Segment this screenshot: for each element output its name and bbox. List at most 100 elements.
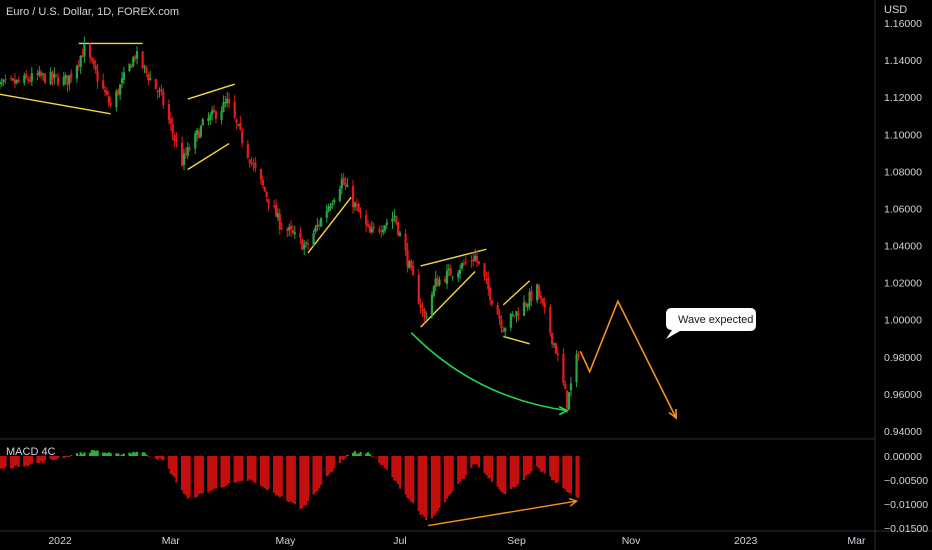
macd-bar	[383, 456, 387, 469]
price-tick-label: 1.16000	[884, 18, 922, 30]
candle-body	[94, 65, 97, 71]
macd-bar	[569, 456, 573, 494]
macd-bar	[338, 456, 341, 464]
macd-bar	[68, 456, 71, 458]
macd-bar	[173, 456, 176, 478]
candle-body	[406, 249, 409, 267]
macd-bar	[410, 456, 413, 503]
price-tick-label: 1.14000	[884, 55, 922, 67]
divergence-arc	[410, 332, 568, 412]
candle-body	[342, 177, 345, 185]
candle-body	[209, 114, 212, 120]
candle-body	[509, 313, 512, 328]
candle-body	[459, 269, 462, 274]
divergence-arc-arrowhead	[558, 405, 569, 416]
macd-bar	[430, 456, 434, 519]
candle-body	[562, 353, 565, 384]
macd-bar	[393, 456, 396, 481]
candle-body	[443, 279, 447, 283]
macd-bar	[239, 456, 242, 481]
candle-body	[549, 306, 552, 333]
candle-body	[4, 79, 7, 81]
macd-bar	[490, 456, 494, 482]
macd-bar	[196, 456, 199, 497]
candle-body	[171, 123, 174, 134]
macd-bar	[122, 453, 125, 456]
macd-bar	[156, 456, 159, 460]
macd-bar	[475, 456, 479, 465]
candle-body	[445, 270, 449, 284]
macd-bar	[327, 456, 330, 475]
indicator-title: MACD 4C	[6, 446, 56, 458]
candle-body	[49, 71, 52, 85]
macd-bar	[566, 456, 569, 493]
macd-bar	[274, 456, 278, 496]
candle-body	[145, 67, 148, 73]
candle-body	[395, 215, 398, 224]
macd-bar	[288, 456, 291, 502]
macd-bar	[447, 456, 450, 496]
macd-bar	[381, 456, 385, 466]
macd-bar	[419, 456, 422, 516]
macd-bar	[62, 456, 65, 459]
candle-body	[460, 262, 464, 269]
candle-body	[490, 300, 494, 305]
macd-bar	[539, 456, 542, 472]
candle-body	[128, 63, 131, 72]
macd-bar	[224, 456, 227, 487]
candle-body	[175, 139, 178, 142]
macd-bar	[443, 456, 447, 503]
macd-bar	[92, 450, 95, 456]
candle-body	[385, 222, 388, 225]
candle-body	[51, 71, 54, 80]
candle-body	[207, 118, 210, 121]
candle-body	[246, 143, 249, 158]
candle-body	[263, 186, 266, 192]
macd-bar	[301, 456, 304, 509]
macd-bar	[241, 456, 244, 481]
time-axis[interactable]: 2022 Mar May Jul Sep Nov 2023 Mar	[48, 535, 866, 547]
candle-body	[226, 98, 229, 104]
macd-bar	[329, 456, 332, 473]
candle-body	[40, 71, 43, 77]
macd-bar	[530, 456, 533, 472]
candle-body	[143, 65, 146, 67]
candle-body	[498, 315, 501, 320]
candle-body	[291, 230, 295, 233]
candle-body	[132, 57, 135, 67]
candle-body	[17, 79, 20, 82]
candle-body	[212, 109, 216, 113]
candle-body	[338, 189, 341, 201]
flag-lower	[420, 271, 476, 328]
macd-bar	[233, 456, 236, 483]
macd-bar	[541, 456, 544, 472]
candle-body	[425, 316, 428, 318]
macd-bar	[472, 456, 475, 465]
candle-body	[451, 276, 454, 278]
candle-body	[241, 130, 244, 144]
candle-body	[541, 297, 544, 304]
macd-bar	[477, 456, 480, 468]
macd-bar	[130, 453, 133, 456]
annotation-callout[interactable]: Wave expected	[666, 308, 756, 339]
candle-body	[397, 222, 400, 235]
macd-bar	[83, 452, 86, 456]
macd-bar	[49, 456, 52, 460]
macd-bar	[577, 456, 580, 499]
macd-bar	[304, 456, 308, 506]
macd-bar	[314, 456, 317, 493]
macd-bar	[120, 454, 124, 456]
candle-body	[11, 79, 15, 81]
candle-body	[325, 210, 328, 218]
macd-bar	[43, 456, 47, 461]
candle-body	[68, 75, 71, 84]
price-tick-label: 1.06000	[884, 203, 922, 215]
candle-body	[167, 104, 171, 120]
macd-bar	[312, 456, 315, 495]
macd-bar	[265, 456, 268, 491]
candle-body	[83, 43, 86, 56]
macd-tick-label: 0.00000	[884, 451, 922, 463]
macd-bar	[445, 456, 449, 499]
price-axis[interactable]: 1.16000 1.14000 1.12000 1.10000 1.08000 1.060…	[884, 18, 928, 535]
macd-bar	[355, 453, 358, 456]
